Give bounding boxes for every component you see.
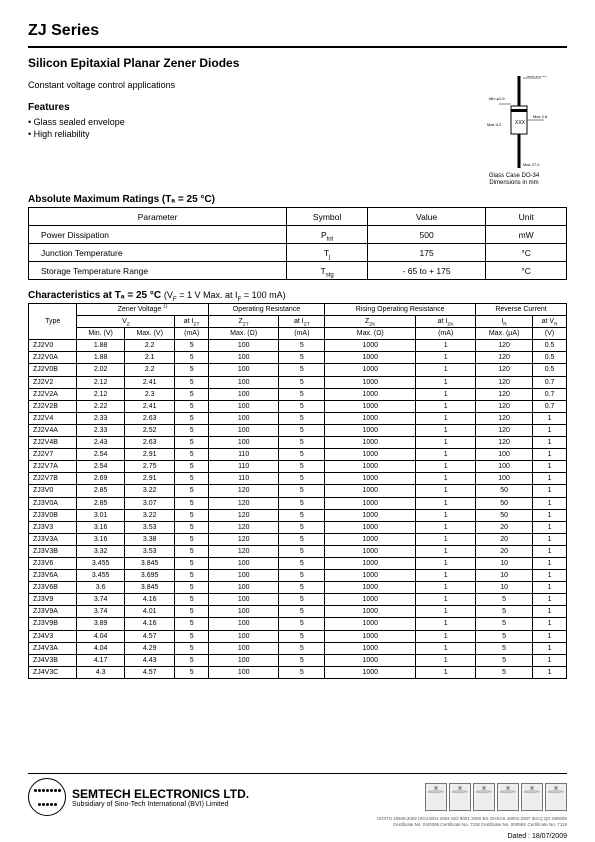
- cert-badges: ▦MOODY▦MOODY▦MOODY▦MOODY▦MOODY▦MOODY: [425, 783, 567, 811]
- char-row: ZJ3V3B3.323.535120510001201: [29, 545, 567, 557]
- char-row: ZJ2V7B2.692.9151105100011001: [29, 473, 567, 485]
- char-row: ZJ3V93.744.16510051000151: [29, 594, 567, 606]
- cert-badge: ▦MOODY: [449, 783, 471, 811]
- svg-text:Min ø1.5: Min ø1.5: [489, 96, 505, 101]
- characteristics-table: Type Zener Voltage 1) Operating Resistan…: [28, 303, 567, 679]
- char-row: ZJ3V6B3.63.8455100510001101: [29, 582, 567, 594]
- char-row: ZJ4V3B4.174.43510051000151: [29, 654, 567, 666]
- ratings-h-unit: Unit: [486, 208, 567, 226]
- svg-text:Max 27.0: Max 27.0: [523, 162, 540, 167]
- char-row: ZJ3V02.853.225120510001501: [29, 485, 567, 497]
- char-h-rev: Reverse Current: [476, 304, 567, 316]
- company-sub: Subsidiary of Sino-Tech International (B…: [72, 801, 249, 808]
- char-row: ZJ3V0A2.853.075120510001501: [29, 497, 567, 509]
- ratings-title: Absolute Maximum Ratings (Tₐ = 25 °C): [28, 194, 567, 205]
- char-row: ZJ3V0B3.013.225120510001501: [29, 509, 567, 521]
- char-row: ZJ2V0A1.882.151005100011200.5: [29, 352, 567, 364]
- cert-badge: ▦MOODY: [497, 783, 519, 811]
- features-title: Features: [28, 102, 469, 113]
- char-h-opres: Operating Resistance: [208, 304, 324, 316]
- char-row: ZJ2V22.122.4151005100011200.7: [29, 376, 567, 388]
- char-row: ZJ3V63.4553.8455100510001101: [29, 557, 567, 569]
- company-name: SEMTECH ELECTRONICS LTD.: [72, 787, 249, 801]
- char-row: ZJ4V34.044.57510051000151: [29, 630, 567, 642]
- svg-text:XXX: XXX: [515, 120, 526, 126]
- char-row: ZJ2V2B2.222.4151005100011200.7: [29, 400, 567, 412]
- page-title: ZJ Series: [28, 22, 567, 42]
- feature-2: • High reliability: [28, 129, 469, 139]
- feature-1: • Glass sealed envelope: [28, 117, 469, 127]
- ratings-h-param: Parameter: [29, 208, 287, 226]
- char-h-zener: Zener Voltage 1): [77, 304, 208, 316]
- cert-badge: ▦MOODY: [425, 783, 447, 811]
- ratings-row: Junction TemperatureTj175°C: [29, 244, 567, 262]
- package-caption-2: Dimensions in mm: [469, 180, 559, 187]
- package-caption-1: Glass Case DO-34: [469, 173, 559, 180]
- svg-text:Max Ø0.55: Max Ø0.55: [527, 76, 547, 78]
- char-row: ZJ2V4B2.432.6351005100011201: [29, 437, 567, 449]
- characteristics-title: Characteristics at Tₐ = 25 °C (VF = 1 V …: [28, 290, 567, 301]
- ratings-h-value: Value: [367, 208, 485, 226]
- char-row: ZJ2V72.542.9151105100011001: [29, 449, 567, 461]
- char-row: ZJ3V9B3.894.16510051000151: [29, 618, 567, 630]
- cert-badge: ▦MOODY: [545, 783, 567, 811]
- char-row: ZJ2V0B2.022.251005100011200.5: [29, 364, 567, 376]
- dated: Dated : 18/07/2009: [507, 833, 567, 840]
- ratings-h-symbol: Symbol: [287, 208, 368, 226]
- char-row: ZJ3V3A3.163.385120510001201: [29, 533, 567, 545]
- cert-badge: ▦MOODY: [521, 783, 543, 811]
- char-row: ZJ2V4A2.332.5251005100011201: [29, 424, 567, 436]
- svg-text:Max 2.8: Max 2.8: [533, 114, 548, 119]
- char-row: ZJ3V33.163.535120510001201: [29, 521, 567, 533]
- description: Constant voltage control applications: [28, 80, 469, 90]
- cert-badge: ▦MOODY: [473, 783, 495, 811]
- title-rule: [28, 46, 567, 48]
- cert-text-2: Certificate No. 04/0295 Certificate No. …: [28, 823, 567, 828]
- footer-rule: [28, 773, 567, 774]
- char-row: ZJ4V3A4.044.29510051000151: [29, 642, 567, 654]
- char-row: ZJ4V3C4.34.57510051000151: [29, 666, 567, 678]
- package-diagram: XXX Max Ø0.55 Min ø1.5 Max 2.8 Max 4.2 M…: [469, 76, 559, 186]
- char-h-rising: Rising Operating Resistance: [325, 304, 476, 316]
- char-row: ZJ2V2A2.122.351005100011200.7: [29, 388, 567, 400]
- char-row: ZJ3V6A3.4553.6955100510001101: [29, 570, 567, 582]
- char-row: ZJ2V7A2.542.7551105100011001: [29, 461, 567, 473]
- char-row: ZJ2V42.332.6351005100011201: [29, 412, 567, 424]
- svg-text:Max 4.2: Max 4.2: [487, 122, 502, 127]
- subtitle: Silicon Epitaxial Planar Zener Diodes: [28, 56, 567, 70]
- ratings-table: Parameter Symbol Value Unit Power Dissip…: [28, 207, 567, 280]
- char-row: ZJ2V01.882.251005100011200.5: [29, 340, 567, 352]
- footer: SEMTECH ELECTRONICS LTD. Subsidiary of S…: [28, 773, 567, 828]
- char-row: ZJ3V9A3.744.01510051000151: [29, 606, 567, 618]
- company-logo: [28, 778, 66, 816]
- ratings-row: Power DissipationPtot500mW: [29, 226, 567, 244]
- char-h-type: Type: [29, 304, 77, 340]
- ratings-row: Storage Temperature RangeTstg- 65 to + 1…: [29, 262, 567, 280]
